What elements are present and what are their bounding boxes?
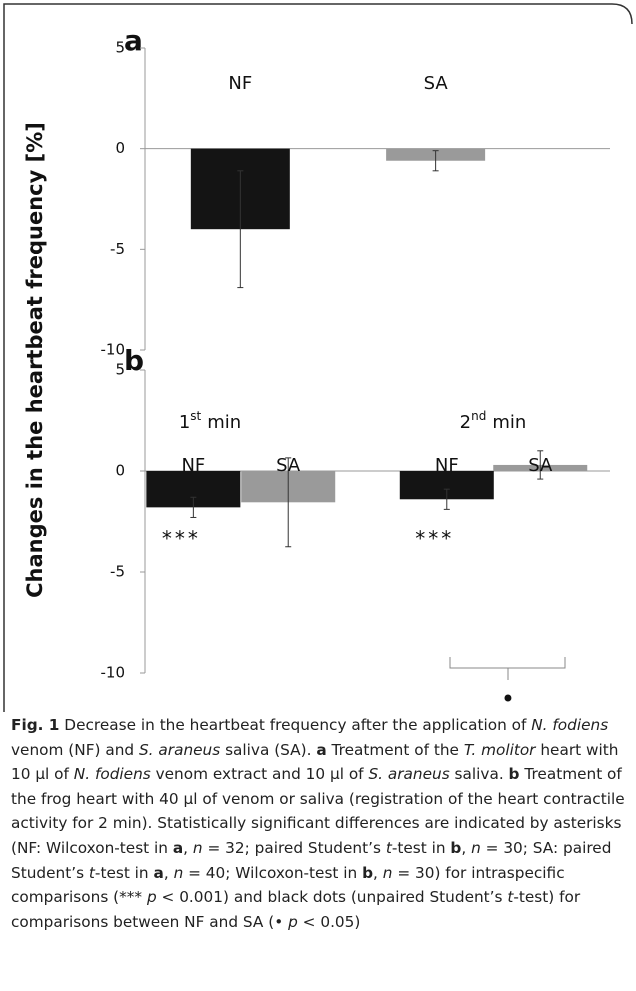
caption-run: , bbox=[183, 838, 193, 857]
caption-run: n bbox=[192, 838, 203, 857]
caption-run: t bbox=[507, 888, 514, 907]
panel-letter: a bbox=[124, 24, 143, 57]
group-unit: min bbox=[207, 412, 241, 433]
caption-run: -test in bbox=[391, 838, 451, 857]
panel-letter: b bbox=[124, 344, 144, 377]
caption: Fig. 1 Decrease in the heartbeat frequen… bbox=[11, 713, 625, 934]
caption-run: Treatment of the bbox=[326, 740, 464, 759]
error-bar bbox=[190, 496, 197, 518]
category-label: SA bbox=[276, 455, 301, 476]
significance: *** bbox=[162, 527, 201, 551]
caption-run: n bbox=[471, 838, 481, 857]
caption-run: S. araneus bbox=[368, 765, 450, 784]
caption-run: Treatment of the frog heart with 40 µl o… bbox=[11, 765, 625, 857]
caption-run: = 32; paired Student’s bbox=[202, 838, 386, 857]
category-label: SA bbox=[528, 455, 553, 476]
y-axis-label: Changes in the heartbeat frequency [%] bbox=[23, 122, 47, 598]
caption-run: a bbox=[172, 838, 184, 857]
caption-run: < 0.05) bbox=[297, 912, 361, 931]
y-tick-label: 5 bbox=[115, 361, 125, 379]
caption-run: -test) for comparisons between NF and SA… bbox=[11, 888, 581, 931]
caption-run: S. araneus bbox=[138, 740, 221, 759]
caption-run: p bbox=[146, 888, 157, 907]
y-tick-label: 5 bbox=[115, 39, 125, 57]
caption-run: n bbox=[173, 863, 184, 882]
caption-run: T. molitor bbox=[463, 740, 536, 759]
caption-run: b bbox=[508, 765, 520, 784]
error-bar bbox=[237, 170, 244, 289]
group-label: 1st min bbox=[179, 409, 241, 434]
group-label: 2nd min bbox=[460, 409, 527, 434]
caption-run: venom (NF) and bbox=[11, 740, 139, 759]
caption-run: a bbox=[316, 740, 327, 759]
comparison-bracket bbox=[449, 657, 566, 680]
significance: *** bbox=[415, 527, 454, 551]
y-tick-label: -10 bbox=[101, 341, 126, 359]
category-label: NF bbox=[228, 73, 252, 94]
caption-run: N. fodiens bbox=[531, 716, 609, 734]
caption-run: = 40; Wilcoxon-test in bbox=[183, 863, 363, 882]
caption-run: < 0.001) and black dots (unpaired Studen… bbox=[156, 888, 508, 907]
caption-run: , bbox=[163, 863, 174, 882]
caption-run: venom extract and 10 µl of bbox=[150, 765, 369, 784]
group-number: 1 bbox=[179, 412, 190, 433]
y-tick-label: 0 bbox=[115, 139, 125, 157]
error-bar bbox=[537, 450, 544, 480]
caption-run: n bbox=[382, 863, 393, 882]
group-number: 2 bbox=[460, 412, 471, 433]
caption-run: = 30) for intraspecific comparisons (*** bbox=[11, 863, 565, 907]
caption-run: saliva. bbox=[449, 765, 509, 784]
category-label: SA bbox=[424, 73, 449, 94]
group-sup: nd bbox=[471, 409, 486, 423]
frame bbox=[3, 3, 633, 712]
caption-run: -test in bbox=[94, 863, 154, 882]
caption-run: t bbox=[88, 863, 95, 882]
caption-run: = 30; SA: paired Student’s bbox=[11, 838, 612, 882]
comparison-mark: • bbox=[501, 685, 515, 712]
caption-run: heart with 10 µl of bbox=[11, 740, 619, 784]
caption-run: a bbox=[153, 863, 164, 882]
caption-run: b bbox=[450, 838, 462, 857]
error-bar bbox=[432, 150, 439, 172]
caption-run: t bbox=[385, 838, 392, 857]
y-tick-label: 0 bbox=[115, 462, 125, 480]
figure: Changes in the heartbeat frequency [%] a… bbox=[3, 3, 633, 712]
error-bar bbox=[285, 457, 292, 548]
caption-run: p bbox=[288, 912, 298, 931]
y-tick-label: -5 bbox=[110, 240, 125, 258]
y-tick-label: -5 bbox=[110, 563, 125, 581]
caption-run: Fig. 1 bbox=[11, 716, 60, 734]
category-label: NF bbox=[435, 455, 459, 476]
group-sup: st bbox=[190, 409, 201, 423]
category-label: NF bbox=[181, 455, 205, 476]
error-bar bbox=[443, 488, 450, 510]
y-tick-label: -10 bbox=[101, 664, 126, 682]
caption-run: saliva (SA). bbox=[220, 740, 317, 759]
caption-run: N. fodiens bbox=[73, 765, 151, 784]
caption-run: , bbox=[373, 863, 383, 882]
caption-run: , bbox=[461, 838, 472, 857]
caption-run: b bbox=[362, 863, 374, 882]
caption-run: Decrease in the heartbeat frequency afte… bbox=[59, 716, 532, 734]
group-unit: min bbox=[492, 412, 526, 433]
